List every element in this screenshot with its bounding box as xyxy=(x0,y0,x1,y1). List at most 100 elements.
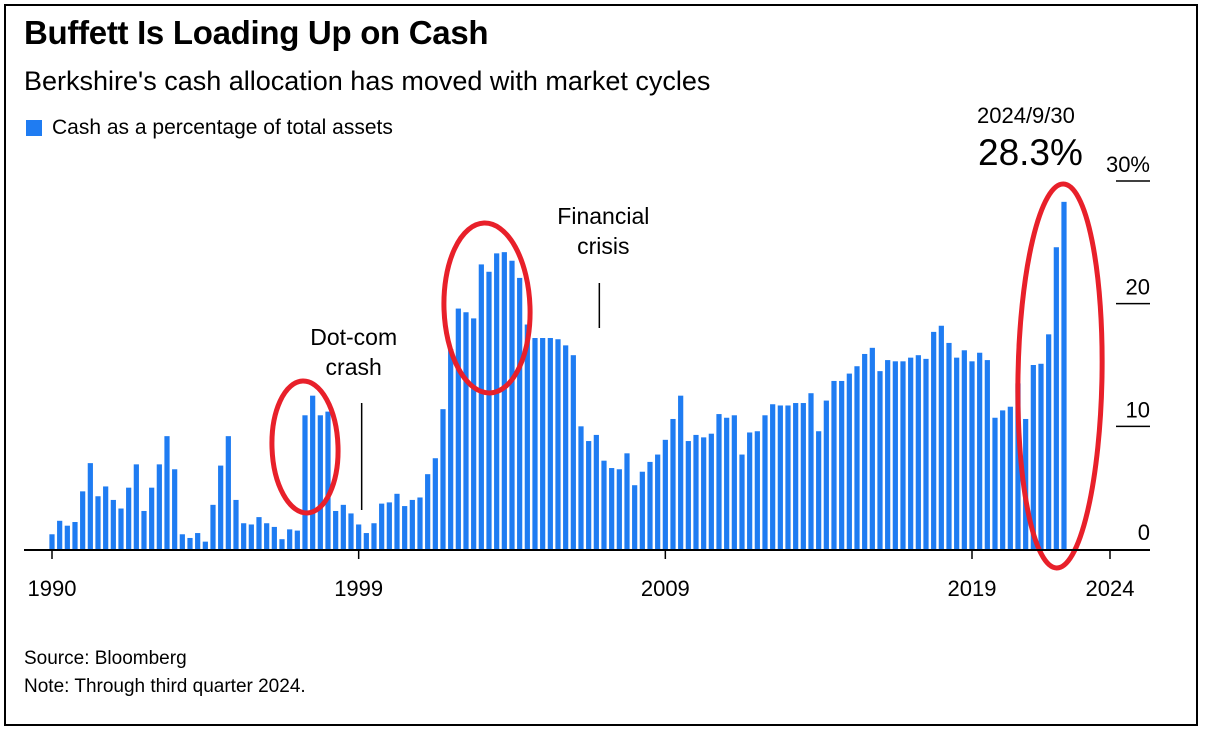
bar xyxy=(1038,363,1044,549)
bar xyxy=(248,524,254,549)
bar xyxy=(808,393,814,549)
bar xyxy=(110,499,116,549)
bar xyxy=(218,465,224,549)
bar xyxy=(141,510,147,549)
bar xyxy=(900,361,906,549)
bar xyxy=(1053,247,1059,550)
bar xyxy=(356,524,362,549)
bar xyxy=(624,453,630,549)
bar xyxy=(118,508,124,549)
bar xyxy=(984,360,990,549)
bar xyxy=(371,523,377,549)
y-tick-label: 10 xyxy=(1126,397,1150,422)
bar xyxy=(195,533,201,549)
bar xyxy=(256,517,262,549)
bar xyxy=(639,471,645,549)
y-tick-label: 0 xyxy=(1138,520,1150,545)
bar xyxy=(187,537,193,549)
annotation-text: Financial xyxy=(557,203,649,229)
bar xyxy=(731,415,737,549)
bar xyxy=(225,436,231,549)
bar xyxy=(57,520,63,549)
bar xyxy=(471,318,477,549)
bar xyxy=(409,499,415,549)
bar xyxy=(486,271,492,549)
bar xyxy=(448,349,454,549)
bar xyxy=(95,496,101,549)
bar xyxy=(172,469,178,549)
bar xyxy=(425,474,431,549)
bar xyxy=(379,503,385,549)
bar xyxy=(862,353,868,549)
bar xyxy=(333,510,339,549)
bar xyxy=(126,487,132,549)
bar xyxy=(1061,201,1067,549)
bar xyxy=(287,529,293,549)
bar xyxy=(655,454,661,549)
x-tick-label: 1990 xyxy=(28,576,77,601)
bar xyxy=(739,454,745,549)
bar xyxy=(417,497,423,549)
bar xyxy=(386,502,392,549)
bar xyxy=(831,380,837,549)
bar xyxy=(670,418,676,549)
bar xyxy=(271,526,277,549)
bar xyxy=(156,464,162,549)
bar xyxy=(394,493,400,549)
bar xyxy=(241,523,247,549)
bar xyxy=(609,468,615,549)
bar xyxy=(586,441,592,549)
bar xyxy=(340,504,346,549)
bar xyxy=(524,324,530,549)
bar xyxy=(103,486,109,549)
bar xyxy=(64,525,70,549)
bar xyxy=(701,437,707,549)
bar xyxy=(892,361,898,549)
bar xyxy=(685,441,691,549)
legend: Cash as a percentage of total assets xyxy=(26,116,393,140)
bar xyxy=(716,414,722,549)
footnote: Note: Through third quarter 2024. xyxy=(24,676,306,697)
highlight-circle xyxy=(1015,181,1105,571)
bar xyxy=(593,434,599,549)
bar xyxy=(946,342,952,549)
chart-title: Buffett Is Loading Up on Cash xyxy=(24,14,489,51)
highlight-circles-group xyxy=(269,181,1105,571)
bar xyxy=(823,400,829,549)
x-tick-label: 1999 xyxy=(334,576,383,601)
bar xyxy=(1030,365,1036,549)
bar xyxy=(616,469,622,549)
bar xyxy=(1015,383,1021,549)
bar xyxy=(179,534,185,549)
callout-date: 2024/9/30 xyxy=(977,103,1075,128)
bar xyxy=(724,417,730,549)
bar xyxy=(915,355,921,549)
chart-frame xyxy=(4,4,1198,726)
bar xyxy=(432,458,438,549)
bar xyxy=(961,350,967,549)
bar xyxy=(532,338,538,549)
x-tick-label: 2009 xyxy=(641,576,690,601)
bar xyxy=(463,312,469,549)
bar xyxy=(1000,410,1006,549)
bar xyxy=(777,405,783,549)
bar xyxy=(877,371,883,549)
bar xyxy=(662,439,668,549)
bar xyxy=(555,339,561,549)
bar xyxy=(294,530,300,549)
bar xyxy=(540,338,546,549)
callout-value: 28.3% xyxy=(978,132,1083,173)
bar xyxy=(632,485,638,549)
bar xyxy=(570,355,576,549)
chart-subtitle: Berkshire's cash allocation has moved wi… xyxy=(24,66,711,96)
bar xyxy=(854,366,860,549)
bar xyxy=(80,491,86,549)
bar xyxy=(601,460,607,549)
bars-group xyxy=(49,201,1067,550)
bar xyxy=(264,523,270,549)
bar xyxy=(708,433,714,549)
bar xyxy=(455,308,461,549)
bar xyxy=(310,395,316,549)
bar xyxy=(348,513,354,549)
bar xyxy=(762,415,768,549)
